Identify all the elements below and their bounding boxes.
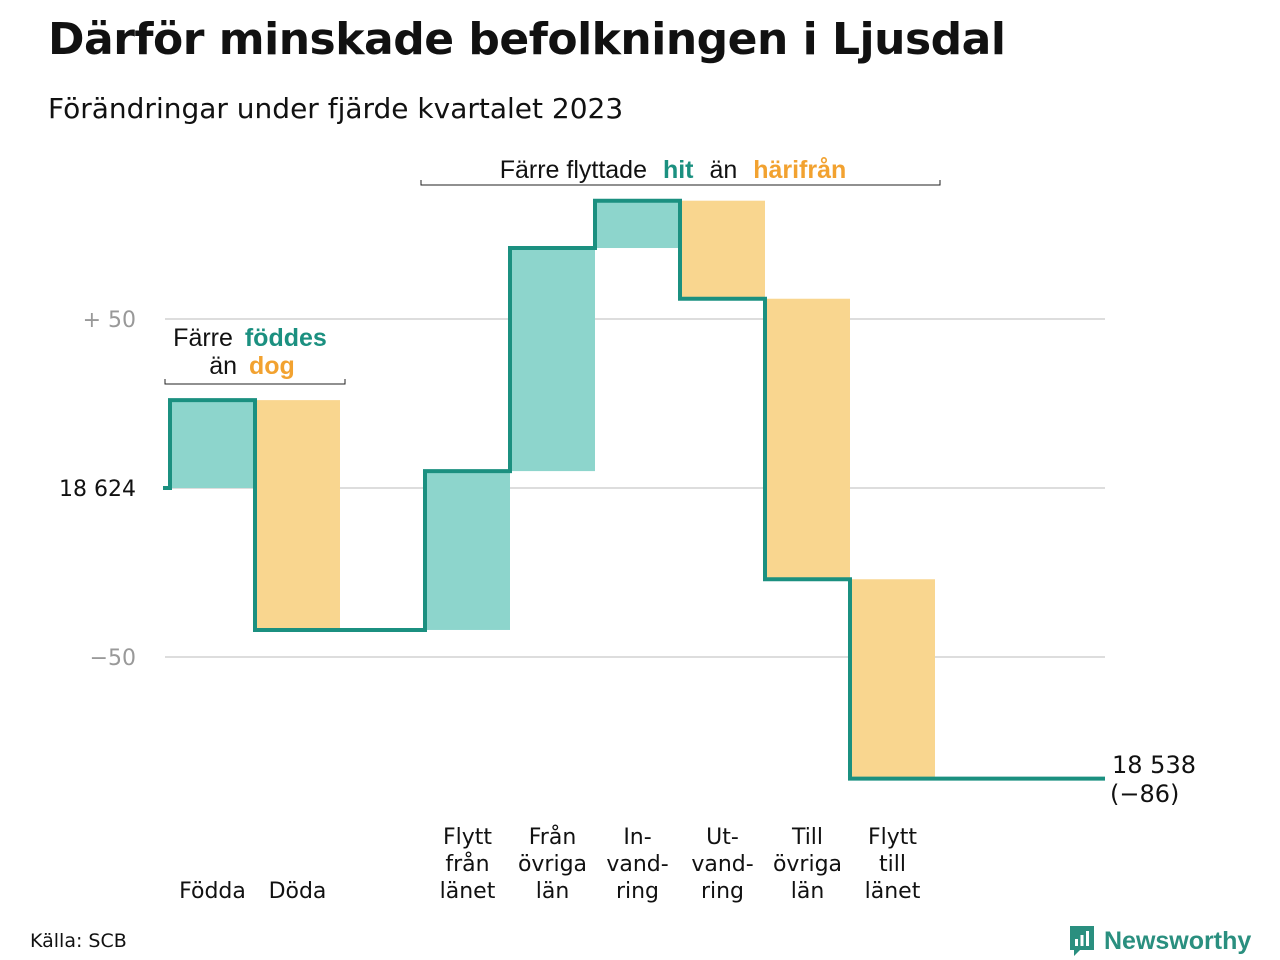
x-label-flytt-från-länet: Flytt från länet [440, 825, 496, 904]
brand-logo: Newsworthy [1068, 924, 1251, 958]
x-label-födda: Födda [179, 879, 246, 904]
x-label-flytt-till-länet: Flytt till länet [865, 825, 921, 904]
svg-text:Färre föddes: Färre föddes [173, 324, 327, 352]
bar-från-övriga-län [510, 248, 595, 472]
x-label-in-vandring: In-vand-ring [606, 825, 668, 904]
svg-text:Färre flyttade hit: Färre flyttade hit än härifrån [500, 156, 847, 184]
chart-subtitle: Förändringar under fjärde kvartalet 2023 [48, 92, 624, 125]
x-label-till-övriga-län: Till övriga län [773, 825, 842, 904]
bar-födda [170, 400, 255, 488]
annotation-migration-text: Färre flyttade [500, 156, 647, 184]
annotation-migration: Färre flyttade hit än härifrån [420, 156, 941, 186]
annotation-migration-middle: än [709, 156, 737, 184]
source-note: Källa: SCB [30, 930, 127, 952]
annotation-births-deaths: Färre föddes än dog [164, 324, 346, 385]
y-axis-start-value-label: 18 624 [59, 477, 136, 502]
annotation-migration-bracket [420, 180, 941, 186]
x-axis-labels: Födda Döda Flytt från länet Från övriga län In-v… [179, 824, 921, 904]
net-change-label: (−86) [1110, 780, 1179, 808]
bar-ut-vandring [680, 200, 765, 299]
end-value-label: 18 538 [1112, 751, 1196, 779]
annotation-births-highlight: föddes [245, 324, 327, 352]
y-tick-label: −50 [90, 646, 136, 671]
running-total-path [163, 198, 1105, 781]
annotation-migration-hit: hit [663, 156, 694, 184]
annotation-deaths-text: än [209, 352, 237, 380]
x-label-döda: Döda [269, 879, 327, 904]
annotation-deaths-highlight: dog [249, 352, 295, 380]
x-label-från-övriga-län: Från övriga län [518, 824, 587, 904]
bars [170, 200, 935, 779]
chart-title: Därför minskade befolkningen i Ljusdal [48, 14, 1006, 65]
running-total-line [163, 198, 1105, 781]
annotation-births-deaths-bracket [164, 379, 346, 385]
annotation-migration-harifran: härifrån [753, 156, 846, 184]
bar-flytt-till-länet [850, 579, 935, 779]
bar-döda [255, 400, 340, 630]
annotation-births-text: Färre [173, 324, 233, 352]
y-tick-label: + 50 [83, 308, 136, 333]
bar-flytt-från-länet [425, 471, 510, 630]
newsworthy-logo-icon [1070, 926, 1094, 956]
bar-in-vandring [595, 200, 680, 249]
svg-text:än dog: än dog [209, 352, 295, 380]
bar-till-övriga-län [765, 298, 850, 580]
y-axis-ticks: + 50 18 624 −50 [59, 308, 136, 671]
brand-name: Newsworthy [1104, 926, 1252, 955]
x-label-ut-vandring: Ut-vand-ring [691, 825, 753, 904]
